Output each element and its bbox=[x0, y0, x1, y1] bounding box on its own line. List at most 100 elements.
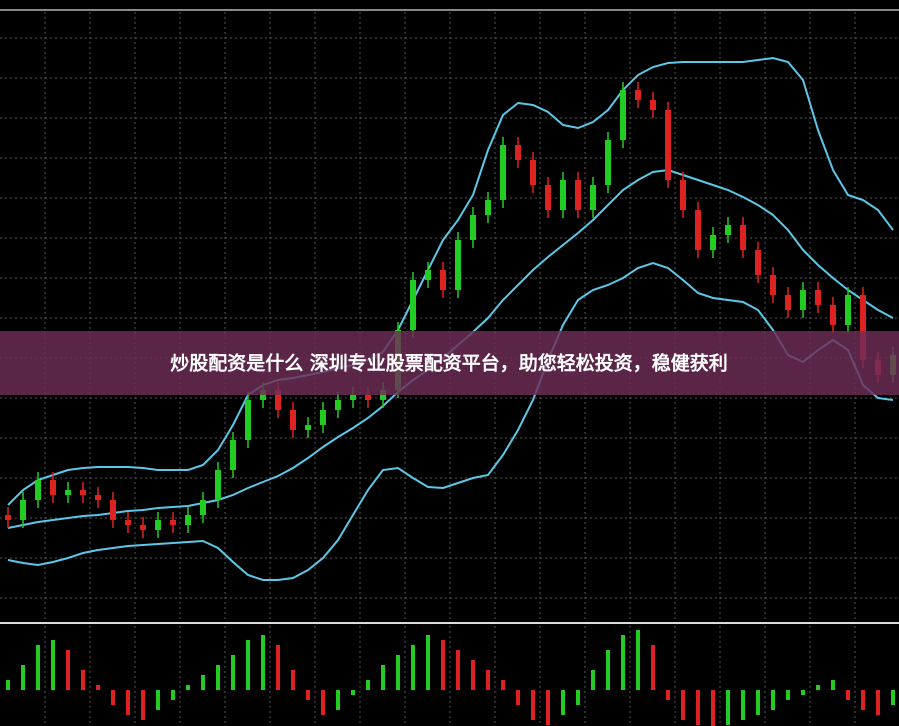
candle-body bbox=[410, 280, 416, 330]
histogram-bar bbox=[471, 660, 475, 690]
histogram-bar bbox=[306, 690, 310, 700]
histogram-bar bbox=[546, 690, 550, 725]
banner bbox=[0, 331, 899, 395]
candle-body bbox=[485, 200, 491, 215]
histogram-bar bbox=[66, 650, 70, 690]
histogram-bar bbox=[231, 655, 235, 690]
histogram-bar bbox=[891, 690, 895, 705]
histogram-bar bbox=[111, 690, 115, 705]
candle-body bbox=[245, 400, 251, 440]
histogram-bar bbox=[456, 650, 460, 690]
grid bbox=[0, 12, 899, 726]
candle-body bbox=[305, 425, 311, 430]
candle-body bbox=[170, 520, 176, 525]
candle-body bbox=[140, 525, 146, 530]
candle-body bbox=[605, 140, 611, 185]
candle-body bbox=[65, 490, 71, 495]
histogram-bar bbox=[381, 665, 385, 690]
candle-body bbox=[590, 185, 596, 210]
histogram-bar bbox=[606, 650, 610, 690]
candle-body bbox=[335, 400, 341, 410]
candle-body bbox=[785, 295, 791, 310]
candle-body bbox=[695, 210, 701, 250]
candle-body bbox=[35, 480, 41, 500]
histogram-bar bbox=[801, 690, 805, 695]
candle-body bbox=[635, 90, 641, 100]
histogram-bar bbox=[741, 690, 745, 720]
candle-body bbox=[515, 145, 521, 160]
candle-body bbox=[770, 275, 776, 295]
candle-body bbox=[290, 410, 296, 430]
histogram-bar bbox=[246, 640, 250, 690]
candle-body bbox=[725, 225, 731, 235]
histogram-bar bbox=[666, 690, 670, 700]
histogram-bar bbox=[621, 635, 625, 690]
candle-body bbox=[275, 390, 281, 410]
histogram-bar bbox=[336, 690, 340, 710]
histogram-bar bbox=[516, 690, 520, 705]
histogram-bar bbox=[171, 690, 175, 700]
histogram-bar bbox=[51, 640, 55, 690]
candle-body bbox=[20, 500, 26, 520]
histogram-bar bbox=[771, 690, 775, 710]
candle-body bbox=[710, 235, 716, 250]
histogram-bar bbox=[786, 690, 790, 700]
banner-text: 炒股配资是什么 深圳专业股票配资平台，助您轻松投资，稳健获利 bbox=[170, 352, 728, 375]
histogram-bar bbox=[261, 635, 265, 690]
histogram-bar bbox=[816, 685, 820, 690]
bollinger-band bbox=[7, 261, 894, 581]
candle-body bbox=[620, 90, 626, 140]
candle-body bbox=[200, 500, 206, 515]
histogram-bar bbox=[81, 670, 85, 690]
candle-body bbox=[830, 305, 836, 325]
histogram-bar bbox=[531, 690, 535, 720]
histogram-bar bbox=[156, 690, 160, 710]
histogram-bar bbox=[501, 680, 505, 690]
bollinger-band bbox=[7, 56, 894, 506]
candle-body bbox=[755, 250, 761, 275]
candle-body bbox=[815, 290, 821, 305]
candle-body bbox=[320, 410, 326, 425]
histogram-bar bbox=[831, 680, 835, 690]
candle-body bbox=[5, 515, 11, 520]
histogram-bar bbox=[126, 690, 130, 715]
candle-body bbox=[365, 395, 371, 400]
candle-body bbox=[845, 295, 851, 325]
candle-body bbox=[80, 490, 86, 495]
candle-body bbox=[95, 495, 101, 500]
histogram-bar bbox=[201, 675, 205, 690]
histogram-bar bbox=[696, 690, 700, 725]
histogram-bar bbox=[591, 670, 595, 690]
histogram-bar bbox=[6, 680, 10, 690]
histogram-bar bbox=[561, 690, 565, 715]
candle-body bbox=[440, 270, 446, 290]
histogram-bar bbox=[276, 645, 280, 690]
histogram-bar bbox=[711, 690, 715, 726]
histogram-bar bbox=[681, 690, 685, 720]
histogram-bar bbox=[141, 690, 145, 720]
candle-body bbox=[500, 145, 506, 200]
histogram-bar bbox=[636, 630, 640, 690]
histogram-bar bbox=[186, 685, 190, 690]
histogram-bar bbox=[861, 690, 865, 710]
candle-body bbox=[800, 290, 806, 310]
histogram-bar bbox=[486, 670, 490, 690]
candle-body bbox=[650, 100, 656, 110]
histogram-bar bbox=[426, 635, 430, 690]
candle-body bbox=[860, 295, 866, 360]
histogram-bar bbox=[576, 690, 580, 705]
candle-body bbox=[545, 185, 551, 210]
histogram-bar bbox=[321, 690, 325, 715]
histogram-bar bbox=[651, 645, 655, 690]
candle-body bbox=[455, 240, 461, 290]
candle-body bbox=[425, 270, 431, 280]
candle-body bbox=[230, 440, 236, 470]
candle-body bbox=[50, 480, 56, 495]
histogram-bar bbox=[36, 645, 40, 690]
candle-body bbox=[740, 225, 746, 250]
histogram-bar bbox=[21, 665, 25, 690]
candle-body bbox=[680, 180, 686, 210]
candle-body bbox=[125, 520, 131, 525]
